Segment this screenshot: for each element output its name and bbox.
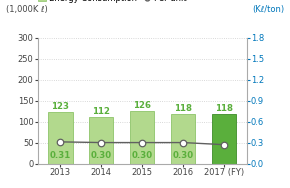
Bar xyxy=(89,117,113,164)
Bar xyxy=(212,114,236,164)
Point xyxy=(181,141,185,144)
Point xyxy=(99,141,104,144)
Point xyxy=(58,140,63,143)
Text: 0.30: 0.30 xyxy=(173,151,194,160)
Point xyxy=(222,143,226,146)
Text: 0.30: 0.30 xyxy=(90,151,112,160)
Text: 118: 118 xyxy=(215,104,233,113)
Text: 0.27: 0.27 xyxy=(213,151,235,160)
Text: (1,000K ℓ): (1,000K ℓ) xyxy=(6,5,48,14)
Text: 118: 118 xyxy=(174,104,192,113)
Bar xyxy=(171,114,195,164)
Text: 0.30: 0.30 xyxy=(132,151,153,160)
Bar xyxy=(48,112,72,164)
Text: (Kℓ/ton): (Kℓ/ton) xyxy=(252,5,284,14)
Text: 0.31: 0.31 xyxy=(50,151,71,160)
Text: 123: 123 xyxy=(51,102,69,111)
Text: 126: 126 xyxy=(133,101,151,110)
Point xyxy=(140,141,144,144)
Text: 112: 112 xyxy=(92,107,110,116)
Legend: Energy Consumption, Per unit: Energy Consumption, Per unit xyxy=(38,0,187,3)
Bar xyxy=(130,111,154,164)
